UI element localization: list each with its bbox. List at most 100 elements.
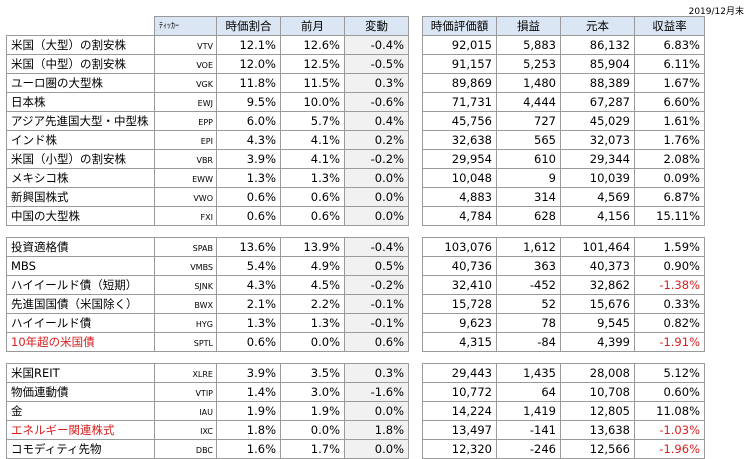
yield-cell: -1.38% [634,275,705,295]
ticker-symbol: DBC [154,439,217,459]
ratio-cell: 12.0% [216,54,281,74]
separator-cell [280,351,345,364]
table-row: インド株 EPI 4.3% 4.1% 0.2% 32,638 565 32,073 1.76% [6,130,705,150]
yield-cell: 1.67% [634,73,705,93]
market-value-cell: 14,224 [422,401,497,421]
separator-cell [6,351,155,364]
yield-cell: 1.59% [634,237,705,257]
change-cell: 0.0% [344,439,409,459]
yield-cell: -1.91% [634,332,705,352]
table-row: 米国（中型）の割安株 VOE 12.0% 12.5% -0.5% 91,157 5,253 8… [6,54,705,74]
ratio-cell: 1.6% [216,439,281,459]
prev-ratio-cell: 0.6% [280,187,345,207]
spacer-cell [409,207,423,226]
change-cell: 0.0% [344,187,409,207]
table-row: 米国（大型）の割安株 VTV 12.1% 12.6% -0.4% 92,015 5,883 8… [6,35,705,55]
gain-cell: -452 [496,275,561,295]
cost-cell: 15,676 [560,294,635,314]
change-cell: -0.2% [344,275,409,295]
spacer-cell [409,55,423,74]
spacer-cell [409,238,423,257]
gain-cell: 610 [496,149,561,169]
ticker-symbol: EWW [154,168,217,188]
prev-ratio-cell: 4.1% [280,130,345,150]
fund-name: 米国（大型）の割安株 [6,35,155,55]
market-value-cell: 12,320 [422,439,497,459]
separator-cell [496,351,561,364]
market-value-cell: 13,497 [422,420,497,440]
yield-cell: 0.90% [634,256,705,276]
change-cell: -0.6% [344,92,409,112]
cost-cell: 86,132 [560,35,635,55]
spacer-cell [409,276,423,295]
ratio-cell: 9.5% [216,92,281,112]
yield-cell: 6.60% [634,92,705,112]
ratio-cell: 13.6% [216,237,281,257]
spacer-cell [409,257,423,276]
prev-ratio-cell: 5.7% [280,111,345,131]
separator-cell [216,225,281,238]
prev-ratio-cell: 12.6% [280,35,345,55]
spacer-cell [409,93,423,112]
prev-ratio-cell: 3.5% [280,363,345,383]
prev-ratio-cell: 1.3% [280,168,345,188]
portfolio-table: ﾃｨｯｶｰ 時価割合 前月 変動 時価評価額 損益 元本 収益率 米国（大型）の… [6,16,705,459]
cost-cell: 85,904 [560,54,635,74]
ticker-symbol: EPP [154,111,217,131]
fund-name: 米国REIT [6,363,155,383]
ticker-symbol: VBR [154,149,217,169]
header-prev: 前月 [280,16,345,36]
spacer-cell [409,74,423,93]
ratio-cell: 6.0% [216,111,281,131]
gain-cell: 1,480 [496,73,561,93]
change-cell: 0.3% [344,363,409,383]
gain-cell: 565 [496,130,561,150]
yield-cell: 0.60% [634,382,705,402]
table-row: 米国（小型）の割安株 VBR 3.9% 4.1% -0.2% 29,954 610 29,34… [6,149,705,169]
table-body: 米国（大型）の割安株 VTV 12.1% 12.6% -0.4% 92,015 5,883 8… [6,35,705,459]
header-change: 変動 [344,16,409,36]
ratio-cell: 2.1% [216,294,281,314]
prev-ratio-cell: 4.1% [280,149,345,169]
ticker-symbol: SPAB [154,237,217,257]
gain-cell: -84 [496,332,561,352]
change-cell: 0.6% [344,332,409,352]
cost-cell: 10,039 [560,168,635,188]
gain-cell: 64 [496,382,561,402]
spacer-cell [409,150,423,169]
table-row: 10年超の米国債 SPTL 0.6% 0.0% 0.6% 4,315 -84 4,399 -1.… [6,332,705,352]
yield-cell: -1.96% [634,439,705,459]
market-value-cell: 15,728 [422,294,497,314]
ratio-cell: 1.3% [216,168,281,188]
yield-cell: 0.33% [634,294,705,314]
table-row: 物価連動債 VTIP 1.4% 3.0% -1.6% 10,772 64 10,708 0.60… [6,382,705,402]
cost-cell: 4,156 [560,206,635,226]
prev-ratio-cell: 0.0% [280,332,345,352]
yield-cell: 15.11% [634,206,705,226]
ratio-cell: 0.6% [216,187,281,207]
separator-cell [154,351,217,364]
fund-name: 米国（中型）の割安株 [6,54,155,74]
separator-cell [422,351,497,364]
header-row: ﾃｨｯｶｰ 時価割合 前月 変動 時価評価額 損益 元本 収益率 [7,16,705,36]
prev-ratio-cell: 13.9% [280,237,345,257]
change-cell: 0.0% [344,168,409,188]
ticker-symbol: HYG [154,313,217,333]
yield-cell: -1.03% [634,420,705,440]
ticker-symbol: VTIP [154,382,217,402]
fund-name: 物価連動債 [6,382,155,402]
ratio-cell: 1.3% [216,313,281,333]
ratio-cell: 3.9% [216,363,281,383]
change-cell: 0.3% [344,73,409,93]
prev-ratio-cell: 0.6% [280,206,345,226]
market-value-cell: 29,443 [422,363,497,383]
gain-cell: 9 [496,168,561,188]
prev-ratio-cell: 1.3% [280,313,345,333]
header-cost: 元本 [560,16,635,36]
separator-cell [422,225,497,238]
gain-cell: 4,444 [496,92,561,112]
yield-cell: 6.87% [634,187,705,207]
spacer-cell [409,421,423,440]
prev-ratio-cell: 12.5% [280,54,345,74]
cost-cell: 101,464 [560,237,635,257]
